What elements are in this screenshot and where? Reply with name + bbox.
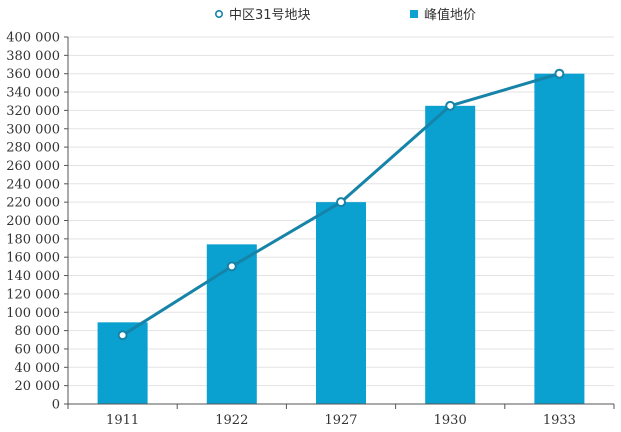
legend: 中区31号地块 峰值地价 bbox=[215, 7, 476, 23]
legend-item-line: 中区31号地块 bbox=[215, 8, 311, 23]
x-tick-label: 1911 bbox=[106, 413, 139, 428]
y-tick-label: 340 000 bbox=[6, 86, 60, 101]
y-tick-label: 0 bbox=[52, 398, 60, 413]
x-tick-label: 1927 bbox=[324, 413, 357, 428]
y-tick-label: 360 000 bbox=[6, 67, 60, 82]
line-point bbox=[336, 197, 346, 208]
y-tick-label: 180 000 bbox=[6, 232, 60, 247]
x-tick-label: 1922 bbox=[215, 413, 248, 428]
y-tick-label: 400 000 bbox=[6, 31, 60, 46]
y-tick-label: 160 000 bbox=[6, 251, 60, 266]
y-tick-label: 240 000 bbox=[6, 177, 60, 192]
line-point bbox=[117, 330, 128, 341]
legend-bar-label: 峰值地价 bbox=[424, 7, 476, 23]
legend-item-bar: 峰值地价 bbox=[410, 7, 476, 23]
y-tick-label: 220 000 bbox=[6, 196, 60, 211]
gridlines bbox=[68, 36, 614, 387]
y-tick-label: 200 000 bbox=[6, 214, 60, 229]
y-tick-label: 60 000 bbox=[15, 342, 61, 357]
y-tick-label: 40 000 bbox=[15, 361, 61, 376]
y-tick-label: 120 000 bbox=[6, 287, 60, 302]
line-point bbox=[226, 261, 237, 272]
x-axis: 1911 1922 1927 1930 1933 bbox=[67, 403, 615, 428]
y-tick-label: 280 000 bbox=[6, 141, 60, 156]
y-tick-label: 300 000 bbox=[6, 122, 60, 137]
line-series bbox=[117, 68, 565, 341]
line-point bbox=[554, 68, 565, 79]
bar bbox=[534, 73, 585, 404]
bar bbox=[316, 202, 366, 404]
legend-line-marker-icon bbox=[215, 10, 224, 19]
y-tick-label: 140 000 bbox=[6, 269, 60, 284]
y-tick-label: 260 000 bbox=[6, 159, 60, 174]
y-tick-label: 100 000 bbox=[6, 306, 60, 321]
y-tick-label: 320 000 bbox=[6, 104, 60, 119]
y-tick-label: 380 000 bbox=[6, 49, 60, 64]
legend-bar-marker-icon bbox=[410, 10, 418, 18]
legend-line-label: 中区31号地块 bbox=[229, 8, 311, 23]
y-tick-label: 80 000 bbox=[15, 324, 61, 339]
bar bbox=[425, 105, 476, 404]
x-tick-label: 1933 bbox=[543, 413, 576, 428]
x-tick-label: 1930 bbox=[434, 413, 467, 428]
y-axis: 0 20 000 40 000 60 000 80 000 100 000 120 000 1… bbox=[6, 31, 69, 413]
y-tick-label: 20 000 bbox=[15, 379, 61, 394]
bar-series bbox=[97, 73, 585, 404]
line-point bbox=[445, 100, 456, 111]
